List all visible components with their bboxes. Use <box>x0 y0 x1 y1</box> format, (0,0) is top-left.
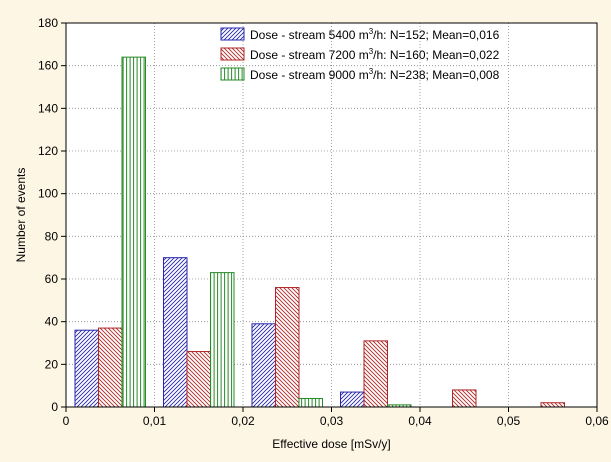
legend-entry: Dose - stream 7200 m3/h: N=160; Mean=0,0… <box>250 47 500 62</box>
legend-swatch <box>220 67 245 81</box>
bars <box>74 56 565 408</box>
y-tick-label: 40 <box>45 315 59 329</box>
bar <box>210 272 235 408</box>
y-tick-label: 60 <box>45 272 59 286</box>
grid-lines <box>66 23 597 407</box>
x-tick-label: 0,05 <box>497 414 521 428</box>
bar <box>121 56 146 408</box>
x-tick-label: 0,02 <box>231 414 255 428</box>
bar <box>298 397 323 408</box>
y-axis-ticks: 0 20 40 60 80 100 120 140 160 180 <box>38 16 66 414</box>
bar <box>74 329 99 408</box>
legend: Dose - stream 5400 m3/h: N=152; Mean=0,0… <box>220 27 500 82</box>
legend-entry: Dose - stream 9000 m3/h: N=238; Mean=0,0… <box>250 67 500 82</box>
bar <box>163 257 188 408</box>
y-tick-label: 0 <box>51 400 58 414</box>
y-tick-label: 160 <box>38 59 58 73</box>
y-tick-label: 180 <box>38 16 58 30</box>
x-tick-label: 0 <box>63 414 70 428</box>
bar <box>340 391 365 408</box>
y-tick-label: 120 <box>38 144 58 158</box>
x-tick-label: 0,03 <box>320 414 344 428</box>
x-tick-label: 0,06 <box>585 414 609 428</box>
bar <box>251 323 276 408</box>
bar <box>275 287 300 408</box>
x-axis-ticks: 0 0,01 0,02 0,03 0,04 0,05 0,06 <box>63 407 609 428</box>
legend-swatch <box>220 47 245 61</box>
x-axis-label: Effective dose [mSv/y] <box>272 437 391 451</box>
y-tick-label: 80 <box>45 229 59 243</box>
bar <box>363 340 388 408</box>
y-tick-label: 100 <box>38 187 58 201</box>
bar <box>98 327 123 408</box>
legend-swatch <box>220 27 245 41</box>
x-tick-label: 0,01 <box>143 414 167 428</box>
legend-entry: Dose - stream 5400 m3/h: N=152; Mean=0,0… <box>250 27 500 42</box>
y-tick-label: 20 <box>45 357 59 371</box>
y-axis-label: Number of events <box>14 168 28 263</box>
y-tick-label: 140 <box>38 101 58 115</box>
x-tick-label: 0,04 <box>408 414 432 428</box>
bar <box>452 389 477 408</box>
bar <box>186 351 211 408</box>
bar <box>540 402 565 408</box>
